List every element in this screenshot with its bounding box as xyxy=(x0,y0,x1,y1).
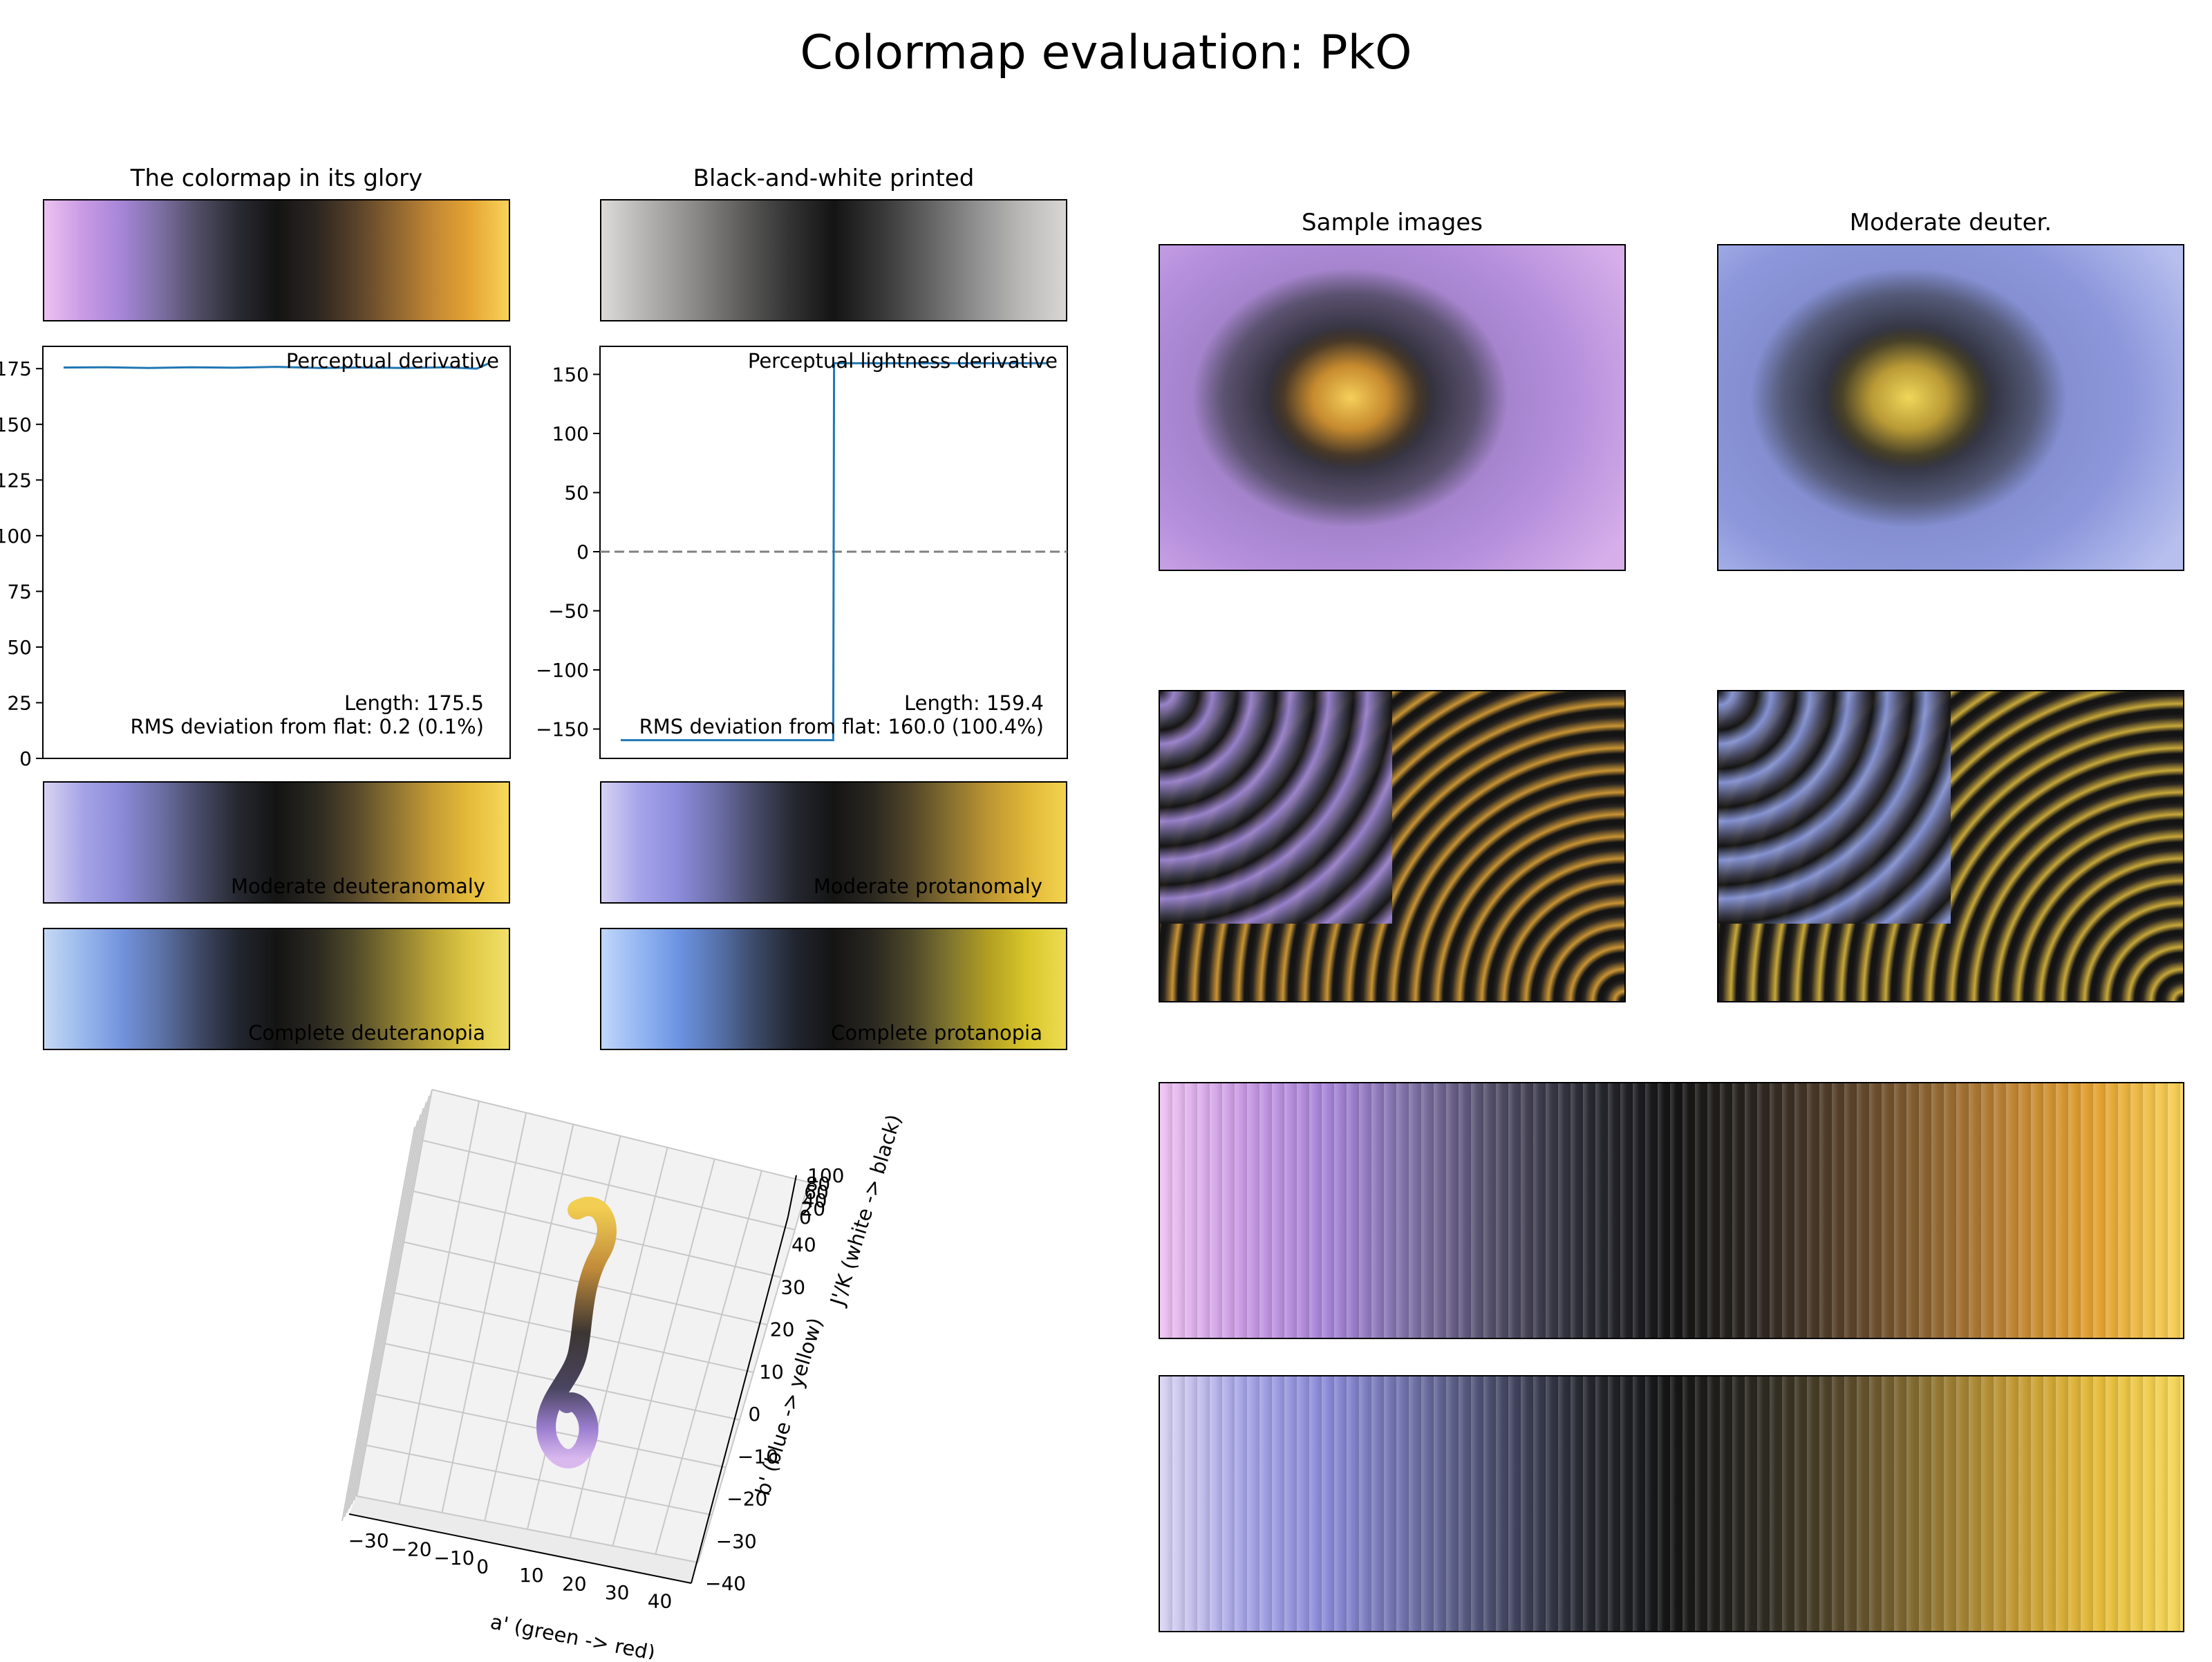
x-tick-label: −10 xyxy=(433,1547,474,1569)
grid-line xyxy=(366,1444,713,1516)
y-tick-label: 20 xyxy=(770,1318,795,1341)
chart1-rms-label: RMS deviation from flat: 0.2 (0.1%) xyxy=(130,715,484,738)
sample-images-title: Sample images xyxy=(1302,209,1483,236)
grayscale-bar xyxy=(600,199,1067,321)
chart1-length-label: Length: 175.5 xyxy=(344,691,484,715)
z-tick-label: 80 xyxy=(806,1173,831,1195)
deuteranomaly-label: Moderate deuteranomaly xyxy=(230,875,485,898)
chart2-rms-label: RMS deviation from flat: 160.0 (100.4%) xyxy=(639,715,1044,738)
chart2-ytick-label: 100 xyxy=(552,422,589,445)
chart1-ytick-label: 50 xyxy=(7,636,32,659)
colorspace-3d-plot: −30 −20 −10 0 10 20 30 40 −40 −30 −20 −10 0 10 20 30 40 0… xyxy=(304,1079,926,1662)
grid-line xyxy=(697,1182,809,1563)
floor-pane xyxy=(349,1496,698,1583)
grid-line xyxy=(351,1101,427,1505)
x-tick-label: 20 xyxy=(562,1572,587,1595)
y-tick-label: 10 xyxy=(759,1361,784,1383)
grid-line xyxy=(356,1495,699,1563)
chart2-series-line xyxy=(621,362,1047,742)
grid-line xyxy=(353,1095,430,1501)
chart1-ytick-label: 175 xyxy=(0,357,32,380)
grid-line xyxy=(341,1126,415,1522)
moderate-deuter-title: Moderate deuter. xyxy=(1849,209,2052,236)
deuteranomaly-bar xyxy=(43,781,510,904)
grid-line xyxy=(348,1108,424,1509)
waves-cool-region xyxy=(1718,691,1951,924)
y-tick-label: −10 xyxy=(738,1445,778,1468)
protanopia-label: Complete protanopia xyxy=(831,1021,1042,1045)
glory-title: The colormap in its glory xyxy=(130,165,423,192)
x-tick-label: 0 xyxy=(476,1555,489,1578)
x-tick-label: 30 xyxy=(605,1581,630,1604)
x-tick-label: −30 xyxy=(348,1529,389,1552)
z-tick-label: 0 xyxy=(799,1206,812,1229)
chart1-ytick-label: 0 xyxy=(19,747,32,766)
z-axis-line xyxy=(787,1175,797,1217)
perceptual-derivative-chart: 0 25 50 75 100 125 150 175 Perceptual derivativ… xyxy=(0,343,525,770)
chart1-frame xyxy=(42,346,511,759)
chart1-ytick-label: 25 xyxy=(7,691,32,714)
grid-line xyxy=(346,1114,422,1513)
waves-cool-region xyxy=(1160,691,1392,924)
sample-image-topography-deuter xyxy=(1717,244,2184,571)
y-tick-label: −20 xyxy=(727,1488,767,1511)
grid-line xyxy=(612,1159,715,1547)
chart1-ytick-label: 150 xyxy=(0,413,32,436)
deuteranopia-bar xyxy=(43,928,510,1050)
x-tick-label: 10 xyxy=(519,1564,544,1587)
x-tick-label: −20 xyxy=(391,1538,431,1560)
sample-image-gradient-ripple xyxy=(1159,1082,2184,1339)
chart1-ytick-label: 100 xyxy=(0,525,32,548)
bw-title: Black-and-white printed xyxy=(693,165,975,192)
grid-line xyxy=(655,1170,762,1555)
chart1-ytick-label: 125 xyxy=(0,469,32,492)
grid-line xyxy=(356,1089,433,1497)
sample-image-gradient-ripple-deuter xyxy=(1159,1375,2184,1632)
chart2-length-label: Length: 159.4 xyxy=(904,691,1044,715)
sample-image-waves xyxy=(1159,690,1626,1002)
grid-lines xyxy=(341,1089,809,1563)
lightness-derivative-chart: 150 100 50 0 −50 −100 −150 Perceptual lightnes… xyxy=(532,343,1078,766)
x-tick-label: 40 xyxy=(648,1589,673,1612)
chart2-ytick-label: 150 xyxy=(552,364,589,386)
z-tick-label: 100 xyxy=(807,1164,844,1187)
chart2-ytick-label: 0 xyxy=(577,541,589,563)
chart1-series-line xyxy=(63,362,490,370)
sample-image-waves-deuter xyxy=(1717,690,2184,1002)
protanopia-bar xyxy=(600,928,1067,1050)
x-axis-line xyxy=(348,1513,692,1584)
z-tick-label: 60 xyxy=(804,1181,829,1204)
chart2-title: Perceptual lightness derivative xyxy=(748,349,1058,373)
z-tick-label: 20 xyxy=(800,1197,825,1220)
grid-line xyxy=(344,1120,419,1518)
chart2-ytick-label: −50 xyxy=(548,600,589,623)
grid-line xyxy=(569,1147,668,1538)
figure-title: Colormap evaluation: PkO xyxy=(800,26,1412,80)
deuteranopia-label: Complete deuteranopia xyxy=(248,1021,485,1045)
colormap-path-tube xyxy=(536,1197,617,1468)
z-axis-label: J'/K (white -> black) xyxy=(825,1112,906,1309)
y-axis-line xyxy=(691,1216,789,1584)
chart1-ytick-label: 75 xyxy=(7,580,32,603)
chart2-ytick-label: −150 xyxy=(536,718,589,741)
colormap-bar xyxy=(43,199,510,321)
y-tick-label: 40 xyxy=(791,1233,816,1256)
sample-image-topography xyxy=(1159,244,1626,571)
x-axis-label: a' (green -> red) xyxy=(489,1609,657,1659)
y-tick-label: 30 xyxy=(780,1276,805,1298)
chart2-ytick-label: 50 xyxy=(564,482,589,505)
chart1-title: Perceptual derivative xyxy=(286,349,499,373)
chart2-ytick-label: −100 xyxy=(536,659,589,682)
y-tick-label: −40 xyxy=(705,1572,746,1595)
y-tick-label: 0 xyxy=(749,1403,761,1426)
y-tick-label: −30 xyxy=(716,1530,757,1553)
z-tick-label: 40 xyxy=(803,1189,827,1212)
protanomaly-bar xyxy=(600,781,1067,904)
protanomaly-label: Moderate protanomaly xyxy=(813,875,1042,898)
